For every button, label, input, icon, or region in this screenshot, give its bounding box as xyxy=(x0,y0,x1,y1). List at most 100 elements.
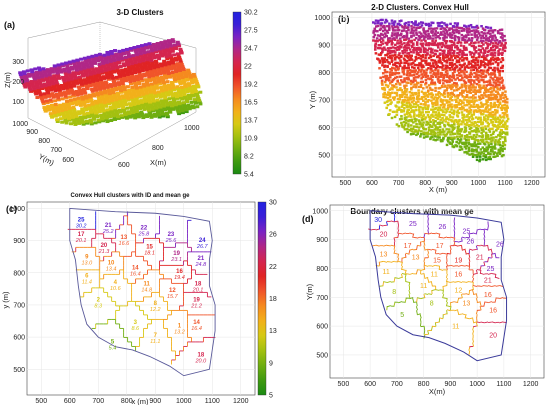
cloud-point xyxy=(148,102,153,106)
cloud-point xyxy=(475,148,478,151)
cloud-point xyxy=(136,103,141,107)
cloud-point xyxy=(448,105,452,108)
cloud-point xyxy=(410,81,413,84)
cloud-point xyxy=(166,83,171,87)
cloud-point xyxy=(400,19,403,22)
cloud-point xyxy=(422,65,425,69)
cloud-point xyxy=(160,101,165,105)
cloud-point xyxy=(146,83,151,87)
cloud-point xyxy=(114,64,119,68)
cell-boundary xyxy=(495,276,500,279)
colorbar-tick-label: 13.7 xyxy=(244,118,258,125)
cluster-mean-ge: 17 xyxy=(404,243,412,250)
cloud-point xyxy=(133,59,138,63)
cloud-point xyxy=(119,88,124,92)
cloud-point xyxy=(48,112,53,116)
cloud-point xyxy=(408,48,412,51)
cloud-point xyxy=(491,29,495,32)
cloud-point xyxy=(139,87,144,91)
cloud-point xyxy=(409,56,413,60)
cloud-point xyxy=(477,41,480,44)
cloud-point xyxy=(56,84,61,88)
cloud-point xyxy=(62,69,67,73)
cloud-point xyxy=(487,29,491,33)
cloud-point xyxy=(432,27,435,31)
cloud-point xyxy=(493,44,497,47)
cloud-point xyxy=(450,56,453,59)
cloud-point xyxy=(470,83,473,86)
cloud-point xyxy=(47,85,52,89)
cloud-point xyxy=(487,66,491,69)
cloud-point xyxy=(418,62,421,65)
cloud-point xyxy=(384,83,388,87)
cloud-point xyxy=(134,84,139,88)
cloud-point xyxy=(450,108,453,111)
cloud-point xyxy=(61,77,66,81)
cloud-point xyxy=(436,131,440,134)
cloud-point xyxy=(443,103,446,106)
cloud-point xyxy=(172,99,177,103)
cloud-point xyxy=(385,74,389,78)
cloud-point xyxy=(99,113,104,117)
cloud-point xyxy=(405,34,409,37)
cloud-point xyxy=(455,88,459,92)
cloud-point xyxy=(394,61,397,65)
cell-boundary xyxy=(446,310,448,315)
cloud-point xyxy=(124,47,129,51)
cloud-point xyxy=(175,108,180,112)
cloud-point xyxy=(436,101,439,104)
cloud-point xyxy=(156,78,161,82)
cloud-point xyxy=(398,34,401,37)
cloud-point xyxy=(78,90,83,94)
cell-boundary xyxy=(469,289,474,292)
cloud-point xyxy=(426,77,430,80)
cloud-point xyxy=(463,95,466,99)
cloud-point xyxy=(408,113,412,117)
cloud-point xyxy=(429,24,433,27)
cloud-point xyxy=(164,43,169,47)
cloud-point xyxy=(439,75,443,78)
cloud-point xyxy=(395,113,399,116)
cloud-point xyxy=(154,94,159,98)
cloud-point xyxy=(132,92,137,96)
cloud-point xyxy=(140,55,145,59)
cloud-point xyxy=(439,138,443,142)
cloud-point xyxy=(410,34,413,38)
cell-boundary xyxy=(435,289,440,291)
cloud-point xyxy=(405,46,409,50)
cloud-point xyxy=(415,51,419,54)
cloud-point xyxy=(485,84,489,87)
cloud-point xyxy=(462,120,465,124)
cloud-point xyxy=(85,75,90,79)
cloud-point xyxy=(484,25,488,29)
cloud-point xyxy=(450,124,454,127)
cloud-point xyxy=(403,51,407,54)
cloud-point xyxy=(386,52,390,55)
cloud-point xyxy=(193,78,198,82)
cloud-point xyxy=(448,61,452,65)
cloud-point xyxy=(422,99,425,102)
cloud-point xyxy=(157,47,162,51)
cloud-point xyxy=(446,99,449,102)
cloud-point xyxy=(415,72,419,76)
cloud-point xyxy=(448,34,452,37)
cloud-point xyxy=(63,119,68,123)
cloud-point xyxy=(52,85,57,89)
cloud-point xyxy=(426,113,430,117)
cloud-point xyxy=(407,56,410,59)
cloud-point xyxy=(455,140,458,144)
cloud-point xyxy=(70,102,75,106)
cloud-point xyxy=(394,46,397,50)
x-tick-label: 1100 xyxy=(205,398,220,405)
cloud-point xyxy=(460,128,464,131)
cloud-point xyxy=(442,105,446,109)
cloud-point xyxy=(411,93,415,97)
cloud-point xyxy=(419,85,423,89)
cell-boundary xyxy=(393,249,396,254)
x-tick-label: 1000 xyxy=(469,381,485,388)
cloud-point xyxy=(489,98,493,101)
cloud-point xyxy=(163,40,168,44)
cloud-point xyxy=(378,28,382,32)
cloud-point xyxy=(163,96,168,100)
cloud-point xyxy=(106,52,111,56)
